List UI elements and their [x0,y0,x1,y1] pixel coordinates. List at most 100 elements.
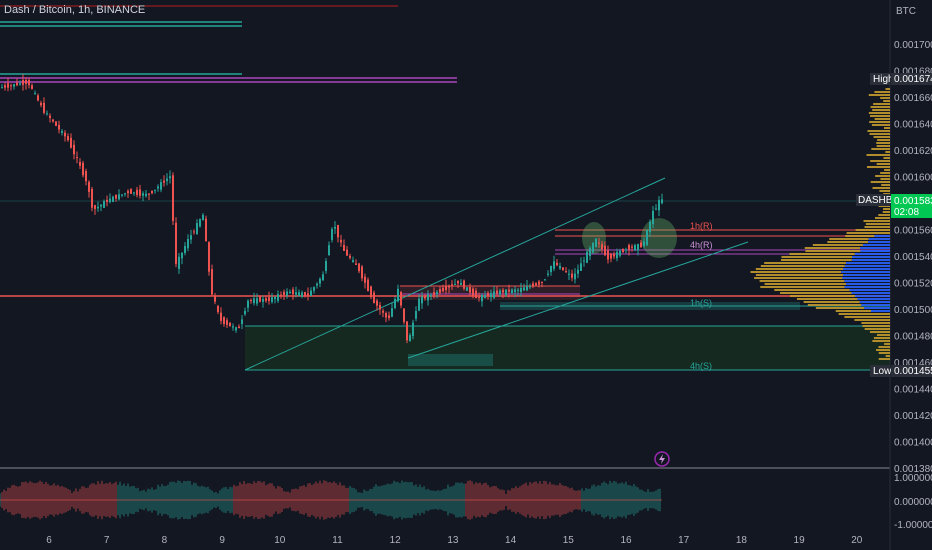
candle-body [277,294,279,301]
lightning-icon[interactable] [654,451,670,467]
candle-body [172,175,174,221]
countdown: 02:08 [894,207,919,218]
profile-bar [867,130,890,132]
candle-body [403,308,405,322]
candle-body [475,290,477,299]
candle-body [457,280,459,284]
candle-body [181,252,183,259]
profile-bar [869,331,890,333]
candle-body [226,320,228,325]
candle-body [289,291,291,294]
profile-bar [868,94,890,96]
candle-body [553,261,555,269]
candle-body [655,208,657,210]
candle-body [106,199,108,203]
osc-tick-1: 0.000000 [894,497,932,508]
candle-body [559,265,561,269]
time-tick: 8 [162,535,168,546]
profile-bar [885,151,890,153]
candle-body [454,283,456,285]
candle-body [391,308,393,317]
candle-body [505,289,507,296]
candle-body [628,245,630,250]
candle-body [199,219,201,227]
candle-body [565,271,567,273]
candle-body [367,279,369,291]
candle-body [364,276,366,283]
profile-bar [868,112,890,114]
profile-bar [880,97,890,99]
profile-bar [852,256,890,258]
profile-bar [861,304,890,306]
low-value: 0.001455 [894,366,932,377]
candle-body [97,206,99,209]
high-value: 0.001674 [894,74,932,85]
candle-body [295,292,297,295]
profile-bar [862,244,890,246]
candle-body [409,335,411,342]
candle-body [118,194,120,200]
profile-bar [780,292,852,294]
candle-body [286,291,288,296]
candle-body [253,298,255,304]
candle-body [52,119,54,122]
candle-body [580,263,582,271]
candle-body [103,201,105,208]
time-tick: 16 [620,535,632,546]
candle-body [385,313,387,318]
candle-body [589,247,591,257]
candle-body [637,244,639,251]
candle-body [523,287,525,291]
candle-body [481,295,483,302]
price-tick: 0.001380 [894,464,932,475]
profile-bar [864,328,890,330]
candle-body [346,249,348,256]
candle-body [388,315,390,318]
price-tick: 0.001420 [894,411,932,422]
profile-bar [885,88,890,90]
candle-body [394,299,396,308]
candle-body [187,238,189,249]
profile-bar [851,292,890,294]
profile-bar [796,298,858,300]
candle-body [109,198,111,202]
candle-body [214,296,216,302]
candle-body [448,285,450,288]
candle-body [268,297,270,301]
profile-bar [885,355,890,357]
profile-bar [879,190,890,192]
symbol-label: DASHBTC [858,195,906,206]
profile-bar [841,271,890,273]
candle-body [349,255,351,258]
profile-bar [869,133,890,135]
candle-body [244,310,246,315]
time-tick: 18 [736,535,748,546]
profile-bar [884,127,890,129]
candle-body [466,287,468,291]
candle-body [379,305,381,310]
profile-bar [882,211,890,213]
price-tick: 0.001500 [894,305,932,316]
candle-body [529,286,531,288]
profile-bar [864,307,890,309]
candle-body [460,282,462,285]
osc-tick-2: -1.000000 [894,520,932,531]
candle-body [58,124,60,130]
profile-bar [843,268,890,270]
profile-bar [854,253,890,255]
candle-body [49,115,51,118]
candle-body [337,224,339,238]
candle-body [70,137,72,148]
time-tick: 13 [447,535,459,546]
profile-bar [844,286,890,288]
candle-body [82,162,84,176]
profile-bar [871,124,890,126]
candle-body [73,144,75,155]
profile-bar [868,238,890,240]
candle-body [631,246,633,248]
candle-body [484,295,486,299]
candle-body [265,298,267,301]
candle-body [586,251,588,263]
candle-body [406,321,408,341]
